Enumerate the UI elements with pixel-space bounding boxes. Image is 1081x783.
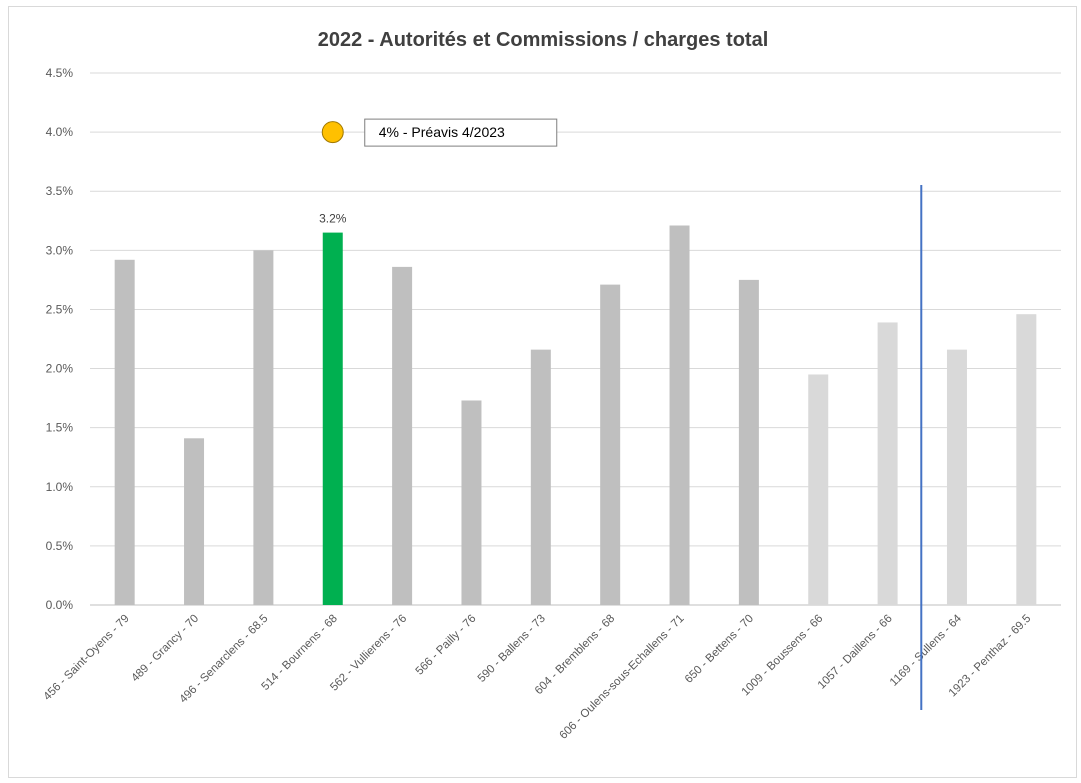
x-tick-label: 590 - Ballens - 73	[476, 613, 548, 685]
threshold-marker	[321, 121, 344, 144]
x-tick-label: 1169 - Sullens - 64	[888, 612, 965, 689]
bar	[184, 438, 205, 605]
threshold-label-box	[364, 118, 558, 147]
bar	[600, 284, 621, 605]
data-labels: 3.2%	[319, 212, 347, 226]
bar	[530, 349, 551, 605]
y-axis-ticks: 0.0% 0.5% 1.0% 1.5% 2.0% 2.5% 3.0% 3.5% 4.0% 4.5%	[46, 66, 74, 612]
x-tick-label: 1009 - Boussens - 66	[740, 613, 826, 699]
x-tick-label: 514 - Bournens - 68	[260, 613, 340, 693]
y-tick-label: 3.0%	[46, 243, 74, 257]
data-label: 3.2%	[319, 212, 347, 226]
bar	[669, 225, 690, 606]
x-tick-label: 566 - Pailly - 76	[414, 613, 479, 678]
bar	[253, 250, 274, 606]
bars	[114, 225, 1037, 606]
x-tick-label: 1057 - Daillens - 66	[816, 613, 895, 692]
grid-lines	[90, 72, 1061, 606]
x-tick-label: 456 - Saint-Oyens - 79	[42, 613, 132, 703]
bar	[946, 349, 967, 605]
threshold-label: 4% - Préavis 4/2023	[379, 124, 505, 140]
y-tick-label: 4.5%	[46, 66, 74, 80]
chart-svg: 2022 - Autorités et Commissions / charge…	[42, 29, 1061, 742]
x-tick-label: 604 - Bremblens - 68	[533, 613, 617, 697]
bar	[808, 374, 829, 605]
bar	[1016, 314, 1037, 605]
y-tick-label: 4.0%	[46, 125, 74, 139]
y-tick-label: 2.5%	[46, 302, 74, 316]
y-tick-label: 3.5%	[46, 184, 74, 198]
annotation: 4% - Préavis 4/2023	[321, 118, 558, 147]
bar	[114, 259, 135, 605]
y-tick-label: 0.5%	[46, 539, 74, 553]
y-tick-label: 2.0%	[46, 362, 74, 376]
y-tick-label: 1.0%	[46, 480, 74, 494]
x-tick-label: 562 - Vullierens - 76	[328, 613, 409, 694]
x-tick-label: 1923 - Penthaz - 69.5	[947, 613, 1034, 700]
chart-title: 2022 - Autorités et Commissions / charge…	[318, 29, 769, 51]
y-tick-label: 0.0%	[46, 598, 74, 612]
bar	[461, 400, 482, 605]
bar	[738, 279, 759, 605]
chart-frame: 2022 - Autorités et Commissions / charge…	[8, 6, 1077, 778]
x-tick-label: 606 - Oulens-sous-Echallens - 71	[557, 613, 686, 742]
x-tick-label: 489 - Grancy - 70	[129, 613, 201, 685]
y-tick-label: 1.5%	[46, 421, 74, 435]
x-tick-label: 650 - Bettens - 70	[683, 613, 756, 686]
bar	[322, 232, 343, 605]
bar	[877, 322, 898, 605]
bar	[392, 266, 413, 605]
